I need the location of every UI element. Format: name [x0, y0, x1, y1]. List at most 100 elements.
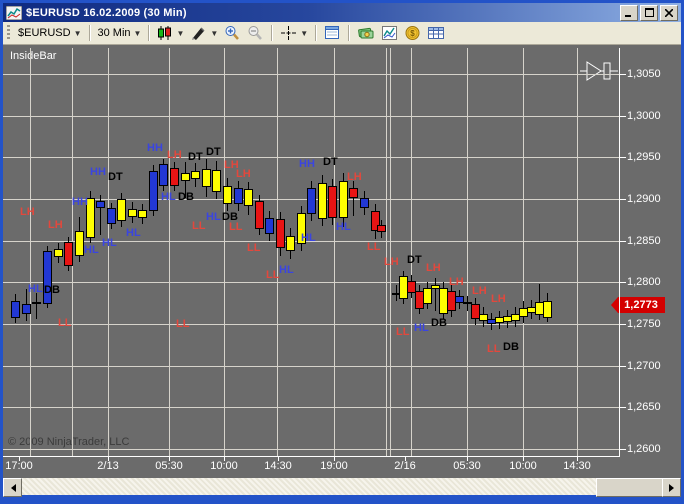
swing-label: DB [178, 191, 194, 203]
candle-body [22, 304, 31, 314]
candle-body [255, 201, 264, 229]
chart-style-button[interactable]: ▼ [154, 23, 187, 43]
h-gridline [3, 407, 619, 408]
swing-label: HL [102, 237, 117, 249]
price-tick [620, 241, 626, 242]
instrument-selector[interactable]: $EURUSD ▼ [15, 23, 85, 43]
time-tick [224, 457, 225, 461]
scroll-left-button[interactable] [3, 478, 22, 497]
price-tick [620, 74, 626, 75]
titlebar[interactable]: $EURUSD 16.02.2009 (30 Min) [3, 3, 681, 22]
interval-selector[interactable]: 30 Min ▼ [95, 23, 145, 43]
time-label: 10:00 [210, 460, 238, 472]
swing-label: DB [431, 317, 447, 329]
toolbar-separator [271, 25, 274, 41]
h-gridline [3, 449, 619, 450]
account-money-button[interactable] [354, 23, 378, 43]
candle-body [392, 293, 401, 295]
last-price-marker: 1,2773 [611, 297, 665, 313]
drawing-tools-button[interactable]: ▼ [187, 23, 221, 43]
swing-label: HL [414, 322, 429, 334]
data-box-button[interactable] [321, 23, 344, 43]
candle-body [371, 211, 380, 231]
scrollbar-thumb[interactable] [596, 478, 664, 497]
go-to-end-marker[interactable] [580, 57, 618, 85]
maximize-button[interactable] [640, 4, 658, 21]
candle-body [360, 198, 369, 208]
swing-label: DT [323, 156, 338, 168]
price-label: 1,3000 [627, 110, 661, 122]
candle-body [349, 188, 358, 198]
swing-label: HL [84, 244, 99, 256]
crosshair-button[interactable]: ▼ [277, 23, 311, 43]
crosshair-icon [281, 26, 297, 40]
time-tick [405, 457, 406, 461]
candle-body [64, 242, 73, 266]
price-label: 1,2650 [627, 401, 661, 413]
time-tick [334, 457, 335, 461]
candle-body [276, 219, 285, 248]
candle-body [181, 173, 190, 181]
price-tick [620, 157, 626, 158]
close-button[interactable] [660, 4, 678, 21]
horizontal-scrollbar[interactable] [3, 478, 681, 497]
zoom-in-button[interactable] [221, 23, 244, 43]
h-gridline [3, 157, 619, 158]
time-label: 14:30 [563, 460, 591, 472]
candle-body [479, 314, 488, 321]
v-gridline [390, 48, 391, 456]
h-gridline [3, 241, 619, 242]
candle-body [223, 186, 232, 204]
price-label: 1,2850 [627, 235, 661, 247]
toolbar-separator [315, 25, 318, 41]
h-gridline [3, 74, 619, 75]
candle-body [455, 296, 464, 303]
candle-body [170, 168, 179, 186]
new-chart-window-button[interactable] [378, 23, 401, 43]
time-label: 19:00 [320, 460, 348, 472]
h-gridline [3, 324, 619, 325]
chart-plot-area[interactable]: InsideBar © 2009 NinjaTrader, LLC 1,2773… [3, 45, 681, 478]
chevron-down-icon: ▼ [210, 28, 219, 38]
price-label: 1,2800 [627, 276, 661, 288]
minimize-button[interactable] [620, 4, 638, 21]
candle-body [377, 225, 386, 232]
instrument-coin-button[interactable]: $ [401, 23, 424, 43]
toolbar-grip[interactable] [7, 25, 10, 41]
price-label: 1,2950 [627, 151, 661, 163]
time-tick [108, 457, 109, 461]
candle-body [307, 188, 316, 214]
market-analyzer-button[interactable] [424, 23, 448, 43]
swing-label: LL [487, 343, 501, 355]
v-gridline [523, 48, 524, 456]
zoom-out-button[interactable] [244, 23, 267, 43]
candle-body [244, 189, 253, 206]
swing-label: LH [347, 171, 362, 183]
candle-body [191, 171, 200, 179]
time-label: 05:30 [453, 460, 481, 472]
swing-label: DB [44, 284, 60, 296]
swing-label: LL [58, 317, 72, 329]
v-gridline [169, 48, 170, 456]
candle-body [43, 251, 52, 304]
data-box-icon [325, 26, 340, 39]
h-gridline [3, 282, 619, 283]
candle-body [96, 201, 105, 208]
interval-label: 30 Min [97, 27, 131, 39]
candle-body [54, 249, 63, 257]
v-gridline [224, 48, 225, 456]
v-gridline [277, 48, 278, 456]
swing-label: HH [299, 158, 315, 170]
candle-body [543, 301, 552, 318]
candle-body [318, 183, 327, 219]
candle-body [463, 302, 472, 304]
swing-label: DT [407, 254, 422, 266]
v-gridline [334, 48, 335, 456]
swing-label: LL [192, 220, 206, 232]
v-gridline [30, 48, 31, 456]
scroll-right-button[interactable] [662, 478, 681, 497]
candle-wick [36, 293, 37, 319]
price-label: 1,2600 [627, 443, 661, 455]
swing-label: DB [503, 341, 519, 353]
candle-body [407, 281, 416, 293]
